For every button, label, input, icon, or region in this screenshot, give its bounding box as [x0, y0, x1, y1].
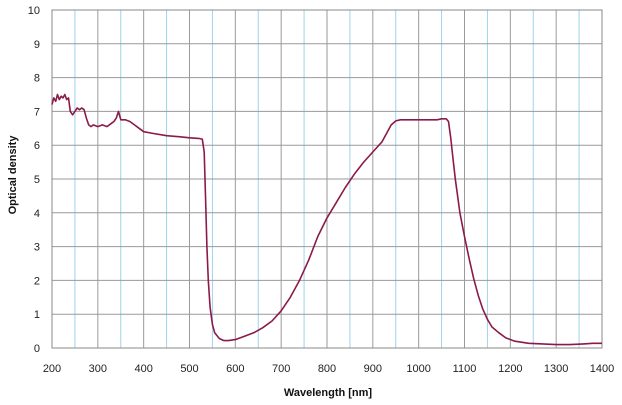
x-tick-label: 1100	[453, 363, 477, 375]
plot-frame	[51, 9, 603, 349]
x-tick-label: 600	[226, 363, 244, 375]
x-tick-label: 900	[364, 363, 382, 375]
series-group	[51, 93, 602, 346]
series-line	[51, 93, 602, 346]
y-tick-label: 8	[34, 73, 40, 85]
y-tick-label: 5	[34, 174, 40, 186]
x-tick-labels: 200 300 400 500 600 700 800 900 1000 1100 1200 1300…	[43, 363, 614, 375]
x-tick-label: 200	[43, 363, 61, 375]
x-tick-label: 1300	[544, 363, 568, 375]
x-tick-label: 1000	[406, 363, 430, 375]
y-tick-label: 9	[34, 39, 40, 51]
x-axis-title: Wavelength [nm]	[284, 387, 373, 399]
y-tick-label: 6	[34, 140, 40, 152]
x-tick-label: 400	[134, 363, 152, 375]
x-tick-label: 1200	[498, 363, 522, 375]
y-tick-label: 1	[34, 309, 40, 321]
y-tick-label: 7	[34, 106, 40, 118]
y-tick-label: 0	[34, 343, 40, 355]
y-tick-label: 10	[28, 5, 40, 17]
x-tick-label: 500	[180, 363, 198, 375]
x-tick-label: 700	[272, 363, 290, 375]
x-tick-label: 300	[89, 363, 107, 375]
x-tick-label: 1400	[590, 363, 614, 375]
y-axis-title: Optical density	[7, 135, 19, 215]
plot-border	[51, 9, 603, 349]
y-tick-label: 4	[34, 208, 40, 220]
y-tick-label: 2	[34, 275, 40, 287]
y-tick-labels: 0 1 2 3 4 5 6 7 8 9 10	[28, 5, 40, 355]
x-tick-label: 800	[318, 363, 336, 375]
y-tick-label: 3	[34, 242, 40, 254]
